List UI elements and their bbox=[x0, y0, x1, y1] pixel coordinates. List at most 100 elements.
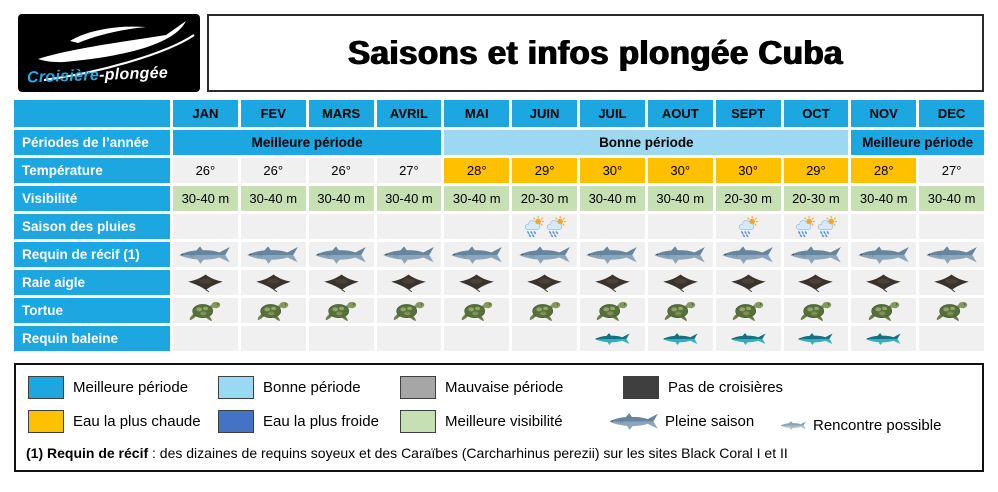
eagle-ray-icon bbox=[390, 271, 427, 294]
visibility-cell: 30-40 m bbox=[580, 186, 645, 211]
visibility-cell: 30-40 m bbox=[647, 186, 713, 211]
eagle-ray-icon bbox=[323, 271, 360, 294]
species-cell bbox=[580, 326, 645, 351]
turtle-icon bbox=[187, 299, 223, 322]
legend-item-pas-de-croisieres: Pas de croisières bbox=[623, 375, 783, 399]
logo: Croisière-plongée bbox=[18, 14, 200, 92]
period-span: Bonne période bbox=[444, 130, 849, 155]
legend-box: Meilleure période Bonne période Mauvaise… bbox=[14, 363, 984, 472]
reef-shark-icon bbox=[314, 245, 368, 265]
reef-shark-icon bbox=[925, 245, 979, 265]
eagle-ray-icon bbox=[730, 271, 767, 294]
visibility-cell: 30-40 m bbox=[444, 186, 510, 211]
species-cell bbox=[783, 242, 849, 267]
row-label-requin-baleine: Requin baleine bbox=[14, 326, 170, 351]
legend-swatch-mauvaise-periode bbox=[400, 375, 436, 399]
species-cell bbox=[308, 270, 374, 295]
whale-shark-icon bbox=[797, 332, 834, 346]
legend-item-rencontre-possible: Rencontre possible bbox=[780, 413, 941, 437]
page-title: Saisons et infos plongée Cuba bbox=[348, 34, 843, 71]
rain-cell bbox=[173, 214, 238, 239]
species-cell bbox=[240, 298, 306, 323]
dive-season-table: JAN FEV MARS AVRIL MAI JUIN JUIL AOUT SEPT OCT NOV… bbox=[14, 100, 984, 351]
month-header-JAN: JAN bbox=[173, 100, 238, 127]
rain-cell bbox=[444, 214, 510, 239]
reef-shark-icon bbox=[518, 245, 572, 265]
turtle-icon bbox=[391, 299, 427, 322]
logo-brand-part2: -plongée bbox=[98, 64, 169, 84]
species-cell bbox=[851, 270, 917, 295]
species-cell bbox=[444, 298, 510, 323]
footnote-bold: (1) Requin de récif bbox=[26, 445, 149, 461]
row-label-periodes: Périodes de l’année bbox=[14, 130, 170, 155]
rain-sun-cloud-icon bbox=[546, 215, 566, 238]
species-cell bbox=[783, 298, 849, 323]
month-header-OCT: OCT bbox=[783, 100, 849, 127]
legend-label: Eau la plus chaude bbox=[73, 412, 201, 430]
temperature-cell: 27° bbox=[919, 158, 984, 183]
legend-swatch-bonne-periode bbox=[218, 375, 254, 399]
species-cell bbox=[512, 326, 577, 351]
rain-cell bbox=[647, 214, 713, 239]
species-cell bbox=[851, 298, 917, 323]
turtle-icon bbox=[594, 299, 630, 322]
species-cell bbox=[647, 270, 713, 295]
species-cell bbox=[647, 298, 713, 323]
legend-label: Pleine saison bbox=[665, 412, 755, 430]
legend-swatch-eau-froide bbox=[218, 409, 254, 433]
species-cell bbox=[308, 326, 374, 351]
legend-swatch-meilleure-visibilite bbox=[400, 409, 436, 433]
legend-item-meilleure-visibilite: Meilleure visibilité bbox=[400, 409, 563, 433]
whale-shark-icon bbox=[865, 332, 902, 346]
row-label-temperature: Température bbox=[14, 158, 170, 183]
whale-shark-icon bbox=[730, 332, 767, 346]
species-cell bbox=[308, 242, 374, 267]
species-cell bbox=[376, 270, 442, 295]
rain-cell bbox=[308, 214, 374, 239]
month-header-MARS: MARS bbox=[308, 100, 374, 127]
legend-swatch-pas-de-croisieres bbox=[623, 375, 659, 399]
rain-sun-cloud-icon bbox=[738, 215, 758, 238]
legend-label: Meilleure période bbox=[73, 378, 189, 396]
species-cell bbox=[512, 298, 577, 323]
reef-shark-icon bbox=[789, 245, 843, 265]
row-label-visibilite: Visibilité bbox=[14, 186, 170, 211]
reef-shark-icon bbox=[721, 245, 775, 265]
temperature-cell: 30° bbox=[715, 158, 781, 183]
row-label-tortue: Tortue bbox=[14, 298, 170, 323]
reef-shark-icon bbox=[585, 245, 639, 265]
visibility-cell: 20-30 m bbox=[783, 186, 849, 211]
visibility-cell: 30-40 m bbox=[376, 186, 442, 211]
month-header-NOV: NOV bbox=[851, 100, 917, 127]
rain-sun-cloud-icon bbox=[795, 215, 815, 238]
species-cell bbox=[444, 242, 510, 267]
species-cell bbox=[647, 326, 713, 351]
species-cell bbox=[919, 270, 984, 295]
eagle-ray-icon bbox=[594, 271, 631, 294]
period-span: Meilleure période bbox=[173, 130, 442, 155]
visibility-cell: 30-40 m bbox=[851, 186, 917, 211]
legend-label: Pas de croisières bbox=[668, 378, 784, 396]
shark-large-icon bbox=[608, 412, 660, 431]
species-cell bbox=[444, 270, 510, 295]
eagle-ray-icon bbox=[255, 271, 292, 294]
eagle-ray-icon bbox=[662, 271, 699, 294]
turtle-icon bbox=[459, 299, 495, 322]
visibility-cell: 20-30 m bbox=[512, 186, 577, 211]
species-cell bbox=[715, 270, 781, 295]
rain-cell bbox=[919, 214, 984, 239]
species-cell bbox=[376, 298, 442, 323]
species-cell bbox=[919, 242, 984, 267]
species-cell bbox=[512, 270, 577, 295]
visibility-cell: 30-40 m bbox=[173, 186, 238, 211]
turtle-icon bbox=[866, 299, 902, 322]
eagle-ray-icon bbox=[797, 271, 834, 294]
reef-shark-icon bbox=[178, 245, 232, 265]
logo-brand-part1: Croisière bbox=[26, 66, 100, 87]
species-cell bbox=[851, 242, 917, 267]
temperature-cell: 26° bbox=[173, 158, 238, 183]
legend-label: Eau la plus froide bbox=[263, 412, 379, 430]
legend-swatch-meilleure-periode bbox=[28, 375, 64, 399]
temperature-cell: 29° bbox=[783, 158, 849, 183]
visibility-cell: 20-30 m bbox=[715, 186, 781, 211]
